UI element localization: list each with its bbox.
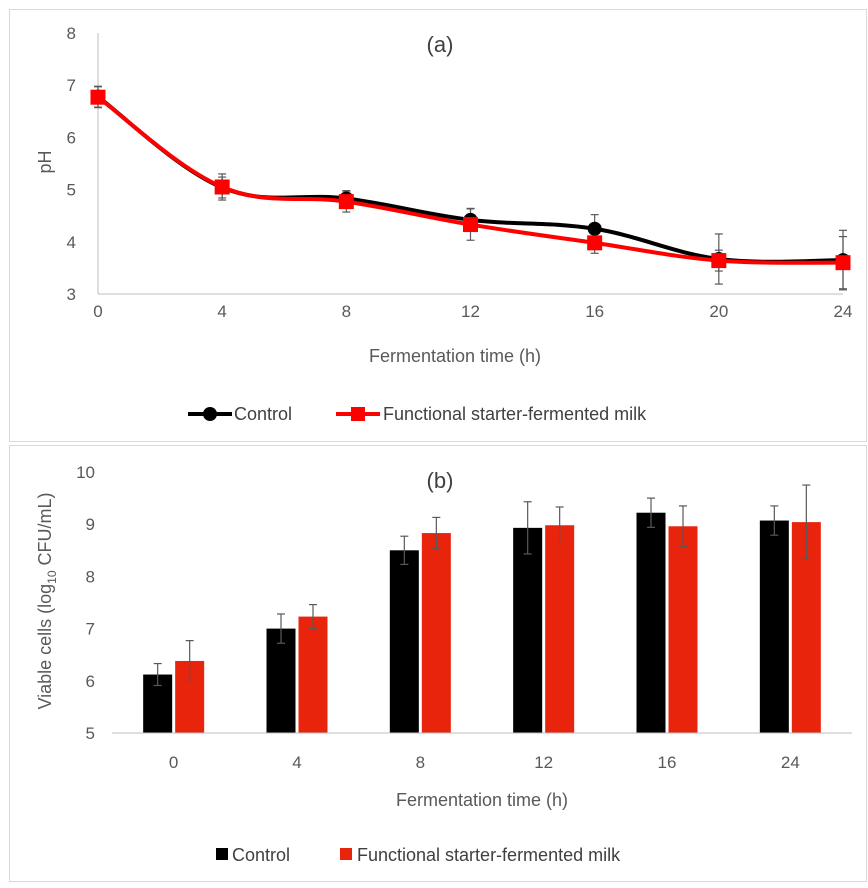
panel-b-x-axis-title: Fermentation time (h) — [396, 790, 568, 810]
panel-b-plot: 5 6 7 8 9 10 0 4 8 12 16 24 — [76, 463, 852, 772]
panel-b-bar-functional — [421, 533, 451, 733]
panel-a-y-tick-label: 3 — [67, 285, 76, 304]
panel-b-border — [9, 445, 867, 882]
panel-b-label: (b) — [427, 468, 454, 493]
panel-a-point-functional — [90, 89, 106, 105]
panel-a-x-tick-label: 16 — [585, 302, 604, 321]
panel-a-x-tick-label: 4 — [217, 302, 226, 321]
panel-b-bar-functional — [298, 616, 328, 733]
panel-a-point-functional — [835, 255, 851, 271]
panel-a-x-tick-label: 20 — [709, 302, 728, 321]
panel-b-y-tick-label: 8 — [86, 567, 95, 586]
panel-a-y-tick-label: 7 — [67, 76, 76, 95]
panel-b-bar-control — [389, 550, 419, 733]
panel-a-y-tick-label: 5 — [67, 181, 76, 200]
panel-b-bar-control — [759, 520, 789, 733]
panel-b-y-axis-title-main: Viable cells (log — [35, 584, 55, 710]
panel-a-plot: 0 4 8 12 16 20 24 3 4 5 6 7 8 — [67, 24, 853, 321]
panel-a-y-tick-label: 6 — [67, 128, 76, 147]
legend-b-functional-swatch — [340, 848, 352, 860]
legend-b-control-label: Control — [232, 845, 290, 865]
panel-b-bar-functional — [545, 525, 575, 733]
panel-b-y-tick-label: 5 — [86, 724, 95, 743]
panel-a-point-functional — [711, 253, 727, 269]
panel-b-y-axis-title-subscript: 10 — [45, 570, 59, 584]
panel-a-y-tick-label: 4 — [67, 233, 76, 252]
panel-b-y-tick-label: 10 — [76, 463, 95, 482]
panel-b-bar-control — [266, 628, 296, 733]
panel-b-x-tick-label: 12 — [534, 753, 553, 772]
panel-a-x-tick-label: 12 — [461, 302, 480, 321]
panel-b-y-tick-label: 9 — [86, 515, 95, 534]
panel-b-y-axis-title: Viable cells (log10 CFU/mL) — [35, 492, 59, 709]
panel-a-border — [9, 9, 867, 442]
panel-a-point-functional — [463, 217, 478, 233]
panel-a-x-tick-label: 8 — [342, 302, 351, 321]
panel-b-x-tick-label: 4 — [292, 753, 301, 772]
panel-b-bar-control — [636, 512, 666, 733]
panel-a-point-functional — [338, 194, 354, 210]
panel-a-y-axis-title: pH — [35, 150, 55, 173]
panel-a-y-tick-label: 8 — [67, 24, 76, 43]
panel-b-x-tick-label: 16 — [658, 753, 677, 772]
panel-a-point-functional — [587, 235, 603, 251]
panel-a-x-tick-label: 24 — [834, 302, 853, 321]
legend-a-functional-label: Functional starter-fermented milk — [383, 404, 647, 424]
panel-b-x-tick-label: 24 — [781, 753, 800, 772]
panel-a-x-axis-title: Fermentation time (h) — [369, 346, 541, 366]
panel-a-x-tick-label: 0 — [93, 302, 102, 321]
panel-a-label: (a) — [427, 32, 454, 57]
panel-a-point-control — [587, 221, 602, 236]
panel-b-bar-functional — [668, 526, 698, 733]
panel-a-point-functional — [214, 179, 230, 195]
panel-b-bar-control — [513, 527, 543, 733]
legend-a-control-label: Control — [234, 404, 292, 424]
panel-b-y-tick-label: 6 — [86, 672, 95, 691]
panel-b-legend: Control Functional starter-fermented mil… — [216, 845, 621, 865]
panel-b-y-tick-label: 7 — [86, 620, 95, 639]
panel-b-x-tick-label: 8 — [416, 753, 425, 772]
legend-a-control-marker — [203, 407, 217, 421]
legend-b-control-swatch — [216, 848, 228, 860]
panel-a-legend: Control Functional starter-fermented mil… — [188, 404, 647, 424]
panel-b-x-tick-label: 0 — [169, 753, 178, 772]
legend-b-functional-label: Functional starter-fermented milk — [357, 845, 621, 865]
legend-a-functional-marker — [351, 407, 365, 421]
panel-b-y-axis-title-tail: CFU/mL) — [35, 492, 55, 570]
